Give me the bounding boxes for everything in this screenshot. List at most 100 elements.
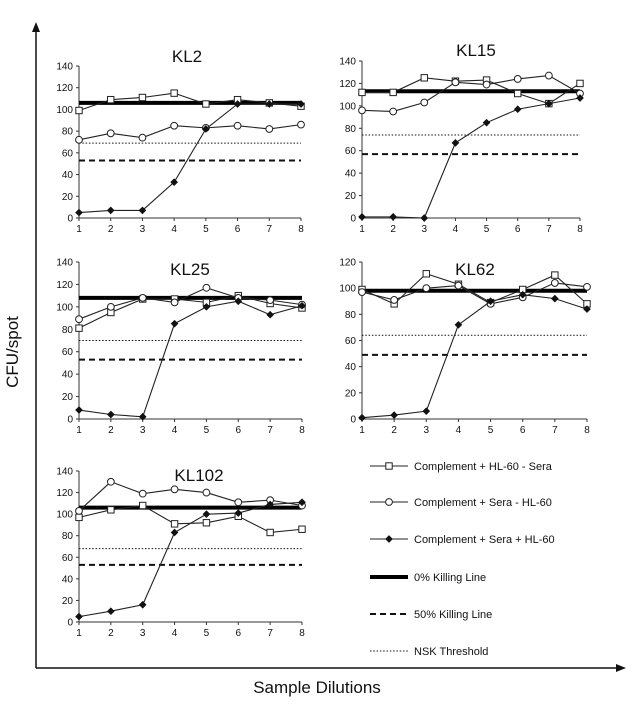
- circle-data-point: [544, 71, 553, 80]
- y-tick-label: 0: [67, 214, 73, 225]
- legend-item: Complement + Sera + HL-60: [370, 534, 555, 546]
- circle-data-point: [550, 279, 559, 287]
- panel-title: KL102: [174, 466, 223, 485]
- x-tick-label: 5: [484, 224, 490, 235]
- panel-kl62: KL62 0 20 40 60 80 100 120 1 2 3 4 5 6 7 8: [339, 258, 591, 436]
- square-data-point: [298, 525, 306, 533]
- legend-label: Complement + Sera - HL-60: [414, 497, 552, 509]
- diamond-data-point: [138, 600, 147, 609]
- legend-label: Complement + HL-60 - Sera: [414, 461, 553, 473]
- circle-data-point: [390, 296, 399, 304]
- x-tick-label: 1: [359, 425, 365, 436]
- square-data-point: [107, 95, 115, 104]
- diamond-data-point: [486, 297, 495, 306]
- circle-data-point: [75, 315, 83, 324]
- legend-item: 0% Killing Line: [370, 572, 486, 584]
- series-line-circle: [78, 481, 303, 512]
- square-data-point: [75, 513, 83, 522]
- square-data-point: [551, 271, 559, 279]
- circle-data-point: [389, 107, 398, 116]
- circle-data-point: [234, 498, 243, 507]
- y-tick-label: 20: [62, 192, 74, 203]
- diamond-data-point: [107, 410, 115, 419]
- y-tick-label: 80: [62, 127, 74, 138]
- series-line-square: [78, 92, 302, 112]
- circle-data-point: [75, 507, 83, 515]
- series-line-circle: [78, 287, 303, 320]
- circle-data-point: [106, 477, 115, 486]
- square-data-point: [170, 520, 179, 528]
- circle-data-point: [202, 488, 211, 497]
- square-data-point: [358, 88, 366, 97]
- diamond-data-point: [202, 125, 210, 133]
- circle-data-point: [138, 293, 147, 302]
- x-axis-label: Sample Dilutions: [253, 678, 381, 697]
- circle-data-point: [265, 125, 274, 133]
- y-tick-label: 60: [62, 347, 74, 358]
- y-tick-label: 100: [56, 302, 73, 313]
- y-tick-label: 60: [345, 146, 357, 157]
- x-tick-label: 6: [520, 425, 526, 436]
- y-tick-label: 20: [345, 191, 357, 202]
- series-line-diamond: [361, 294, 588, 419]
- circle-data-point: [297, 120, 305, 129]
- series-line-diamond: [78, 103, 301, 214]
- square-data-point: [202, 519, 211, 527]
- diamond-data-point: [482, 118, 491, 127]
- x-tick-label: 3: [422, 224, 428, 235]
- circle-data-point: [138, 133, 147, 142]
- x-tick-label: 2: [390, 224, 396, 235]
- y-tick-label: 0: [350, 415, 356, 426]
- panel-kl102: KL102 0 20 40 60 80 100 120 140 1 2 3 4 5 6 7 8: [56, 466, 306, 639]
- diamond-data-point: [518, 290, 527, 299]
- x-tick-label: 8: [299, 628, 305, 639]
- panel-title: KL62: [455, 260, 495, 279]
- y-tick-label: 120: [339, 258, 356, 269]
- diamond-data-point: [234, 297, 243, 306]
- y-tick-label: 80: [62, 325, 74, 336]
- series-line-square: [361, 273, 588, 305]
- x-tick-label: 2: [108, 425, 114, 436]
- x-tick-label: 4: [172, 628, 178, 639]
- x-tick-label: 4: [453, 224, 459, 235]
- y-tick-label: 60: [345, 336, 357, 347]
- series-line-square: [78, 295, 303, 329]
- y-tick-label: 100: [56, 510, 73, 521]
- diamond-data-point: [451, 139, 460, 147]
- x-tick-label: 7: [267, 628, 273, 639]
- y-tick-label: 20: [62, 596, 74, 607]
- square-data-point: [422, 270, 430, 278]
- y-tick-label: 140: [339, 57, 356, 68]
- y-tick-label: 120: [339, 79, 356, 90]
- y-tick-label: 100: [56, 105, 73, 116]
- legend-item: Complement + HL-60 - Sera: [370, 461, 553, 473]
- circle-data-point: [170, 485, 179, 494]
- x-tick-label: 2: [108, 628, 114, 639]
- series-line-diamond: [362, 97, 581, 219]
- y-tick-label: 140: [56, 258, 73, 269]
- y-tick-label: 60: [62, 553, 74, 564]
- legend-label: 0% Killing Line: [414, 572, 486, 584]
- x-tick-label: 4: [172, 425, 178, 436]
- square-data-point: [514, 89, 522, 98]
- y-axis-label: CFU/spot: [3, 316, 22, 388]
- diamond-data-point: [138, 206, 147, 215]
- x-tick-label: 5: [204, 628, 210, 639]
- circle-data-point: [75, 135, 83, 144]
- diamond-data-point: [551, 294, 559, 303]
- legend-item: Complement + Sera - HL-60: [370, 497, 552, 509]
- circle-data-point: [170, 298, 179, 307]
- circle-data-point: [482, 80, 491, 89]
- diamond-data-point: [298, 498, 306, 507]
- legend-label: Complement + Sera + HL-60: [414, 534, 555, 546]
- legend-item: NSK Threshold: [370, 646, 488, 658]
- x-tick-label: 6: [515, 224, 521, 235]
- y-tick-label: 120: [56, 280, 73, 291]
- series-line-square: [362, 77, 581, 105]
- y-tick-label: 40: [62, 574, 74, 585]
- y-tick-label: 80: [345, 124, 357, 135]
- square-data-point: [138, 93, 147, 102]
- x-tick-label: 8: [577, 224, 583, 235]
- x-axis-arrow: [616, 664, 626, 672]
- legend-square-marker: [385, 462, 393, 470]
